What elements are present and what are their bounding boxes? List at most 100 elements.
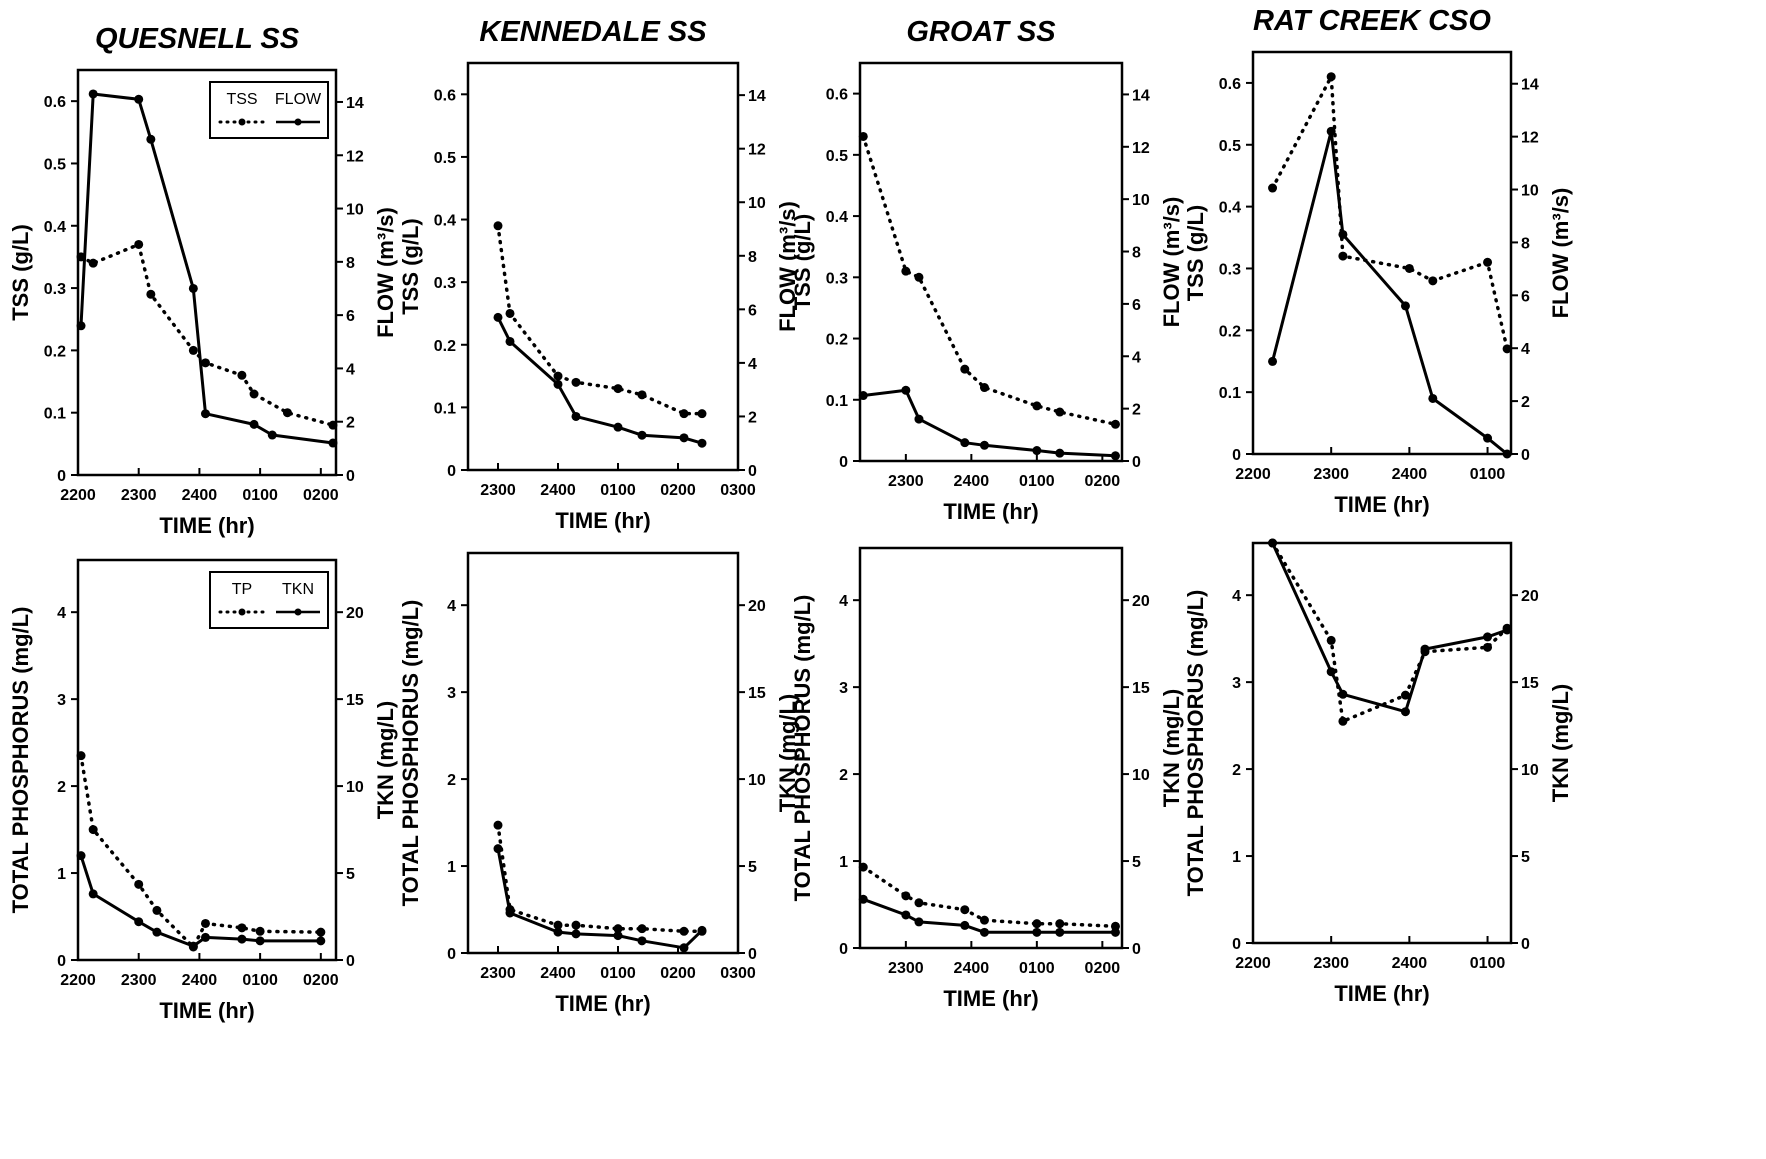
- legend: TSS FLOW: [209, 81, 329, 139]
- data-point: [76, 751, 86, 761]
- series-line: [863, 388, 1116, 458]
- y2-tick-label: 4: [1521, 341, 1530, 358]
- data-point: [88, 825, 98, 835]
- series-tp: [1268, 538, 1512, 726]
- data-point: [613, 422, 623, 432]
- series-tss: [858, 131, 1120, 429]
- y-tick-label: 4: [57, 605, 66, 622]
- series-line: [79, 242, 335, 427]
- x-tick-label: 2400: [182, 487, 218, 504]
- data-point: [146, 134, 156, 144]
- data-point: [979, 927, 989, 937]
- x-tick-label: 0100: [600, 965, 636, 982]
- data-point: [960, 438, 970, 448]
- series-line: [1271, 542, 1508, 714]
- data-point: [697, 438, 707, 448]
- y2-tick-label: 15: [1132, 680, 1150, 697]
- y2-axis-label: FLOW (m³/s): [1159, 197, 1184, 328]
- data-point: [901, 266, 911, 276]
- data-point: [637, 430, 647, 440]
- legend-marker: [238, 118, 246, 126]
- y2-tick-label: 8: [1132, 245, 1141, 262]
- plot-frame: [858, 61, 1124, 463]
- data-point: [553, 920, 563, 930]
- data-point: [914, 272, 924, 282]
- y-tick-label: 0.3: [826, 270, 848, 287]
- y2-tick-label: 6: [346, 308, 355, 325]
- y2-tick-label: 0: [346, 953, 355, 970]
- data-point: [505, 908, 515, 918]
- data-point: [1338, 251, 1348, 261]
- x-tick-label: 2300: [888, 960, 924, 977]
- data-point: [493, 221, 503, 231]
- y-tick-label: 0: [1232, 936, 1241, 953]
- y2-tick-label: 14: [748, 88, 766, 105]
- data-point: [1055, 407, 1065, 417]
- x-tick-label: 0100: [1019, 960, 1055, 977]
- data-point: [134, 239, 144, 249]
- data-point: [901, 891, 911, 901]
- x-tick-label: 2200: [1235, 466, 1271, 483]
- series-line: [79, 753, 323, 949]
- data-point: [1483, 257, 1493, 267]
- y2-tick-label: 0: [1132, 941, 1141, 958]
- y-tick-label: 0: [1232, 447, 1241, 464]
- data-point: [328, 420, 338, 430]
- y-tick-label: 3: [839, 680, 848, 697]
- data-point: [1420, 644, 1430, 654]
- chart-title: RAT CREEK CSO: [1253, 5, 1491, 37]
- data-point: [979, 440, 989, 450]
- y-tick-label: 0.2: [44, 343, 66, 360]
- x-axis-label: TIME (hr): [555, 508, 650, 533]
- y2-tick-label: 6: [1521, 288, 1530, 305]
- x-tick-label: 0100: [1470, 466, 1506, 483]
- plot-frame: [76, 68, 338, 477]
- series-tss: [493, 221, 707, 419]
- y-tick-label: 0.2: [826, 332, 848, 349]
- x-tick-label: 0300: [720, 482, 756, 499]
- data-point: [613, 384, 623, 394]
- data-point: [76, 851, 86, 861]
- legend-box: [209, 571, 329, 629]
- y-axis-label: TSS (g/L): [8, 224, 33, 321]
- legend-box: [209, 81, 329, 139]
- y2-tick-label: 10: [1521, 762, 1539, 779]
- plot-frame: [858, 546, 1124, 950]
- data-point: [914, 414, 924, 424]
- data-point: [152, 927, 162, 937]
- data-point: [1338, 229, 1348, 239]
- y2-tick-label: 14: [1132, 87, 1150, 104]
- data-point: [200, 358, 210, 368]
- y-tick-label: 0: [447, 946, 456, 963]
- y2-tick-label: 15: [748, 685, 766, 702]
- data-point: [553, 371, 563, 381]
- data-point: [1400, 707, 1410, 717]
- y-tick-label: 0.2: [434, 338, 456, 355]
- data-point: [679, 926, 689, 936]
- plot-frame: [466, 61, 740, 472]
- y-tick-label: 2: [57, 779, 66, 796]
- data-point: [1502, 449, 1512, 459]
- plot-frame: [1251, 541, 1513, 945]
- data-point: [1032, 446, 1042, 456]
- data-point: [637, 390, 647, 400]
- data-point: [1326, 72, 1336, 82]
- y-tick-label: 0.3: [434, 275, 456, 292]
- y2-axis-label: TKN (mg/L): [775, 694, 800, 813]
- data-point: [316, 927, 326, 937]
- series-tss: [76, 239, 338, 430]
- x-tick-label: 0200: [660, 965, 696, 982]
- y2-tick-label: 10: [748, 772, 766, 789]
- y-tick-label: 0: [57, 953, 66, 970]
- data-point: [679, 943, 689, 953]
- series-tkn: [76, 851, 326, 951]
- data-point: [697, 925, 707, 935]
- y-tick-label: 0.1: [826, 393, 848, 410]
- data-point: [1483, 632, 1493, 642]
- data-point: [493, 820, 503, 830]
- x-tick-label: 2300: [480, 482, 516, 499]
- y-tick-label: 1: [447, 859, 456, 876]
- series-line: [496, 316, 703, 445]
- chart-panel-6: 2300 2400 0100 0200 0300 0 1 2 3 4 0 5 10 15 20 TIME (h…: [398, 551, 800, 1016]
